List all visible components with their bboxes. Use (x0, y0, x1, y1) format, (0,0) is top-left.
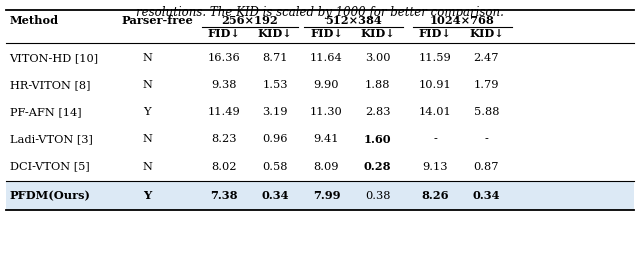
Text: Method: Method (10, 15, 59, 26)
Text: N: N (142, 134, 152, 144)
Text: N: N (142, 80, 152, 90)
Text: 5.88: 5.88 (474, 107, 499, 117)
Text: -: - (484, 134, 488, 144)
Text: Y: Y (143, 107, 151, 117)
Text: 9.38: 9.38 (211, 80, 237, 90)
Text: 9.90: 9.90 (314, 80, 339, 90)
Text: 7.38: 7.38 (211, 190, 237, 201)
Text: 0.38: 0.38 (365, 191, 390, 201)
Text: Ladi-VTON [3]: Ladi-VTON [3] (10, 134, 92, 144)
Text: 256×192: 256×192 (221, 15, 278, 26)
Text: 2.83: 2.83 (365, 107, 390, 117)
Text: 3.00: 3.00 (365, 53, 390, 63)
Text: KID↓: KID↓ (258, 28, 292, 39)
Text: 11.59: 11.59 (419, 53, 452, 63)
Text: -: - (433, 134, 437, 144)
Text: 8.26: 8.26 (422, 190, 449, 201)
Text: 10.91: 10.91 (419, 80, 452, 90)
Text: N: N (142, 162, 152, 171)
Text: 1024×768: 1024×768 (430, 15, 495, 26)
Text: 0.58: 0.58 (262, 162, 288, 171)
Text: Parser-free: Parser-free (122, 15, 193, 26)
Text: 512×384: 512×384 (325, 15, 382, 26)
Text: 7.99: 7.99 (313, 190, 340, 201)
Text: HR-VITON [8]: HR-VITON [8] (10, 80, 90, 90)
Text: 9.13: 9.13 (422, 162, 448, 171)
Text: FID↓: FID↓ (207, 28, 241, 39)
Text: 0.34: 0.34 (262, 190, 289, 201)
Text: 11.64: 11.64 (310, 53, 343, 63)
Text: 1.60: 1.60 (364, 134, 392, 145)
Text: FID↓: FID↓ (310, 28, 343, 39)
Text: 0.96: 0.96 (262, 134, 288, 144)
Text: 11.30: 11.30 (310, 107, 343, 117)
Text: 1.53: 1.53 (262, 80, 288, 90)
Text: FID↓: FID↓ (419, 28, 452, 39)
Text: 8.23: 8.23 (211, 134, 237, 144)
Text: 16.36: 16.36 (207, 53, 241, 63)
Text: PF-AFN [14]: PF-AFN [14] (10, 107, 81, 117)
Text: DCI-VTON [5]: DCI-VTON [5] (10, 162, 90, 171)
Text: resolutions. The KID is scaled by 1000 for better comparison.: resolutions. The KID is scaled by 1000 f… (136, 6, 504, 19)
Text: 8.02: 8.02 (211, 162, 237, 171)
Text: 3.19: 3.19 (262, 107, 288, 117)
Text: 0.34: 0.34 (473, 190, 500, 201)
Text: 9.41: 9.41 (314, 134, 339, 144)
Text: 0.28: 0.28 (364, 161, 391, 172)
Text: KID↓: KID↓ (469, 28, 504, 39)
Text: 2.47: 2.47 (474, 53, 499, 63)
Text: PFDM(Ours): PFDM(Ours) (10, 190, 91, 201)
Text: KID↓: KID↓ (360, 28, 395, 39)
Text: 14.01: 14.01 (419, 107, 452, 117)
Text: 8.09: 8.09 (314, 162, 339, 171)
Text: 8.71: 8.71 (262, 53, 288, 63)
Text: 11.49: 11.49 (207, 107, 241, 117)
Text: 0.87: 0.87 (474, 162, 499, 171)
Text: 1.79: 1.79 (474, 80, 499, 90)
Text: 1.88: 1.88 (365, 80, 390, 90)
Text: Y: Y (143, 190, 151, 201)
Text: N: N (142, 53, 152, 63)
Text: VITON-HD [10]: VITON-HD [10] (10, 53, 99, 63)
